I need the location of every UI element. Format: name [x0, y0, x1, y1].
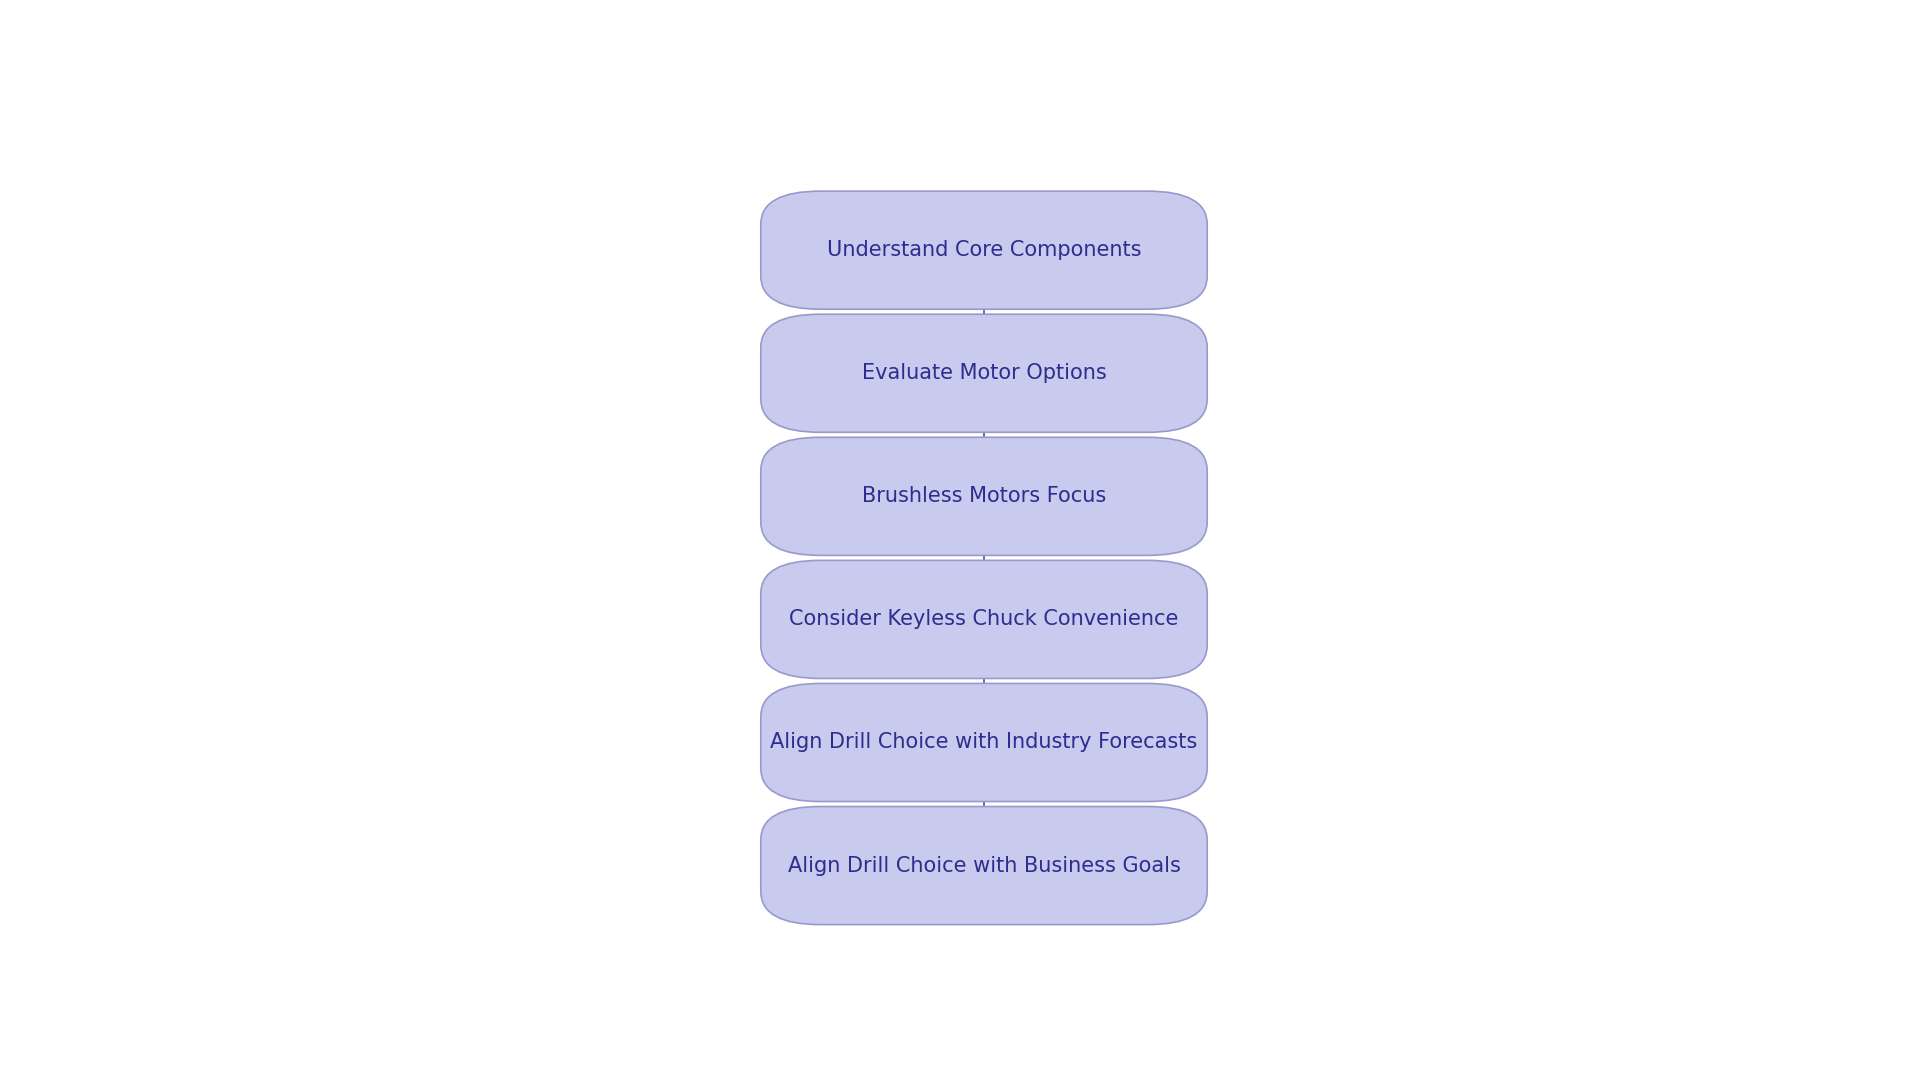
Text: Brushless Motors Focus: Brushless Motors Focus — [862, 486, 1106, 507]
FancyBboxPatch shape — [760, 684, 1208, 801]
FancyBboxPatch shape — [760, 561, 1208, 678]
FancyBboxPatch shape — [760, 437, 1208, 555]
Text: Evaluate Motor Options: Evaluate Motor Options — [862, 363, 1106, 383]
Text: Consider Keyless Chuck Convenience: Consider Keyless Chuck Convenience — [789, 609, 1179, 630]
Text: Align Drill Choice with Business Goals: Align Drill Choice with Business Goals — [787, 855, 1181, 876]
Text: Align Drill Choice with Industry Forecasts: Align Drill Choice with Industry Forecas… — [770, 732, 1198, 753]
FancyBboxPatch shape — [760, 807, 1208, 924]
Text: Understand Core Components: Understand Core Components — [828, 240, 1140, 260]
FancyBboxPatch shape — [760, 191, 1208, 309]
FancyBboxPatch shape — [760, 314, 1208, 432]
